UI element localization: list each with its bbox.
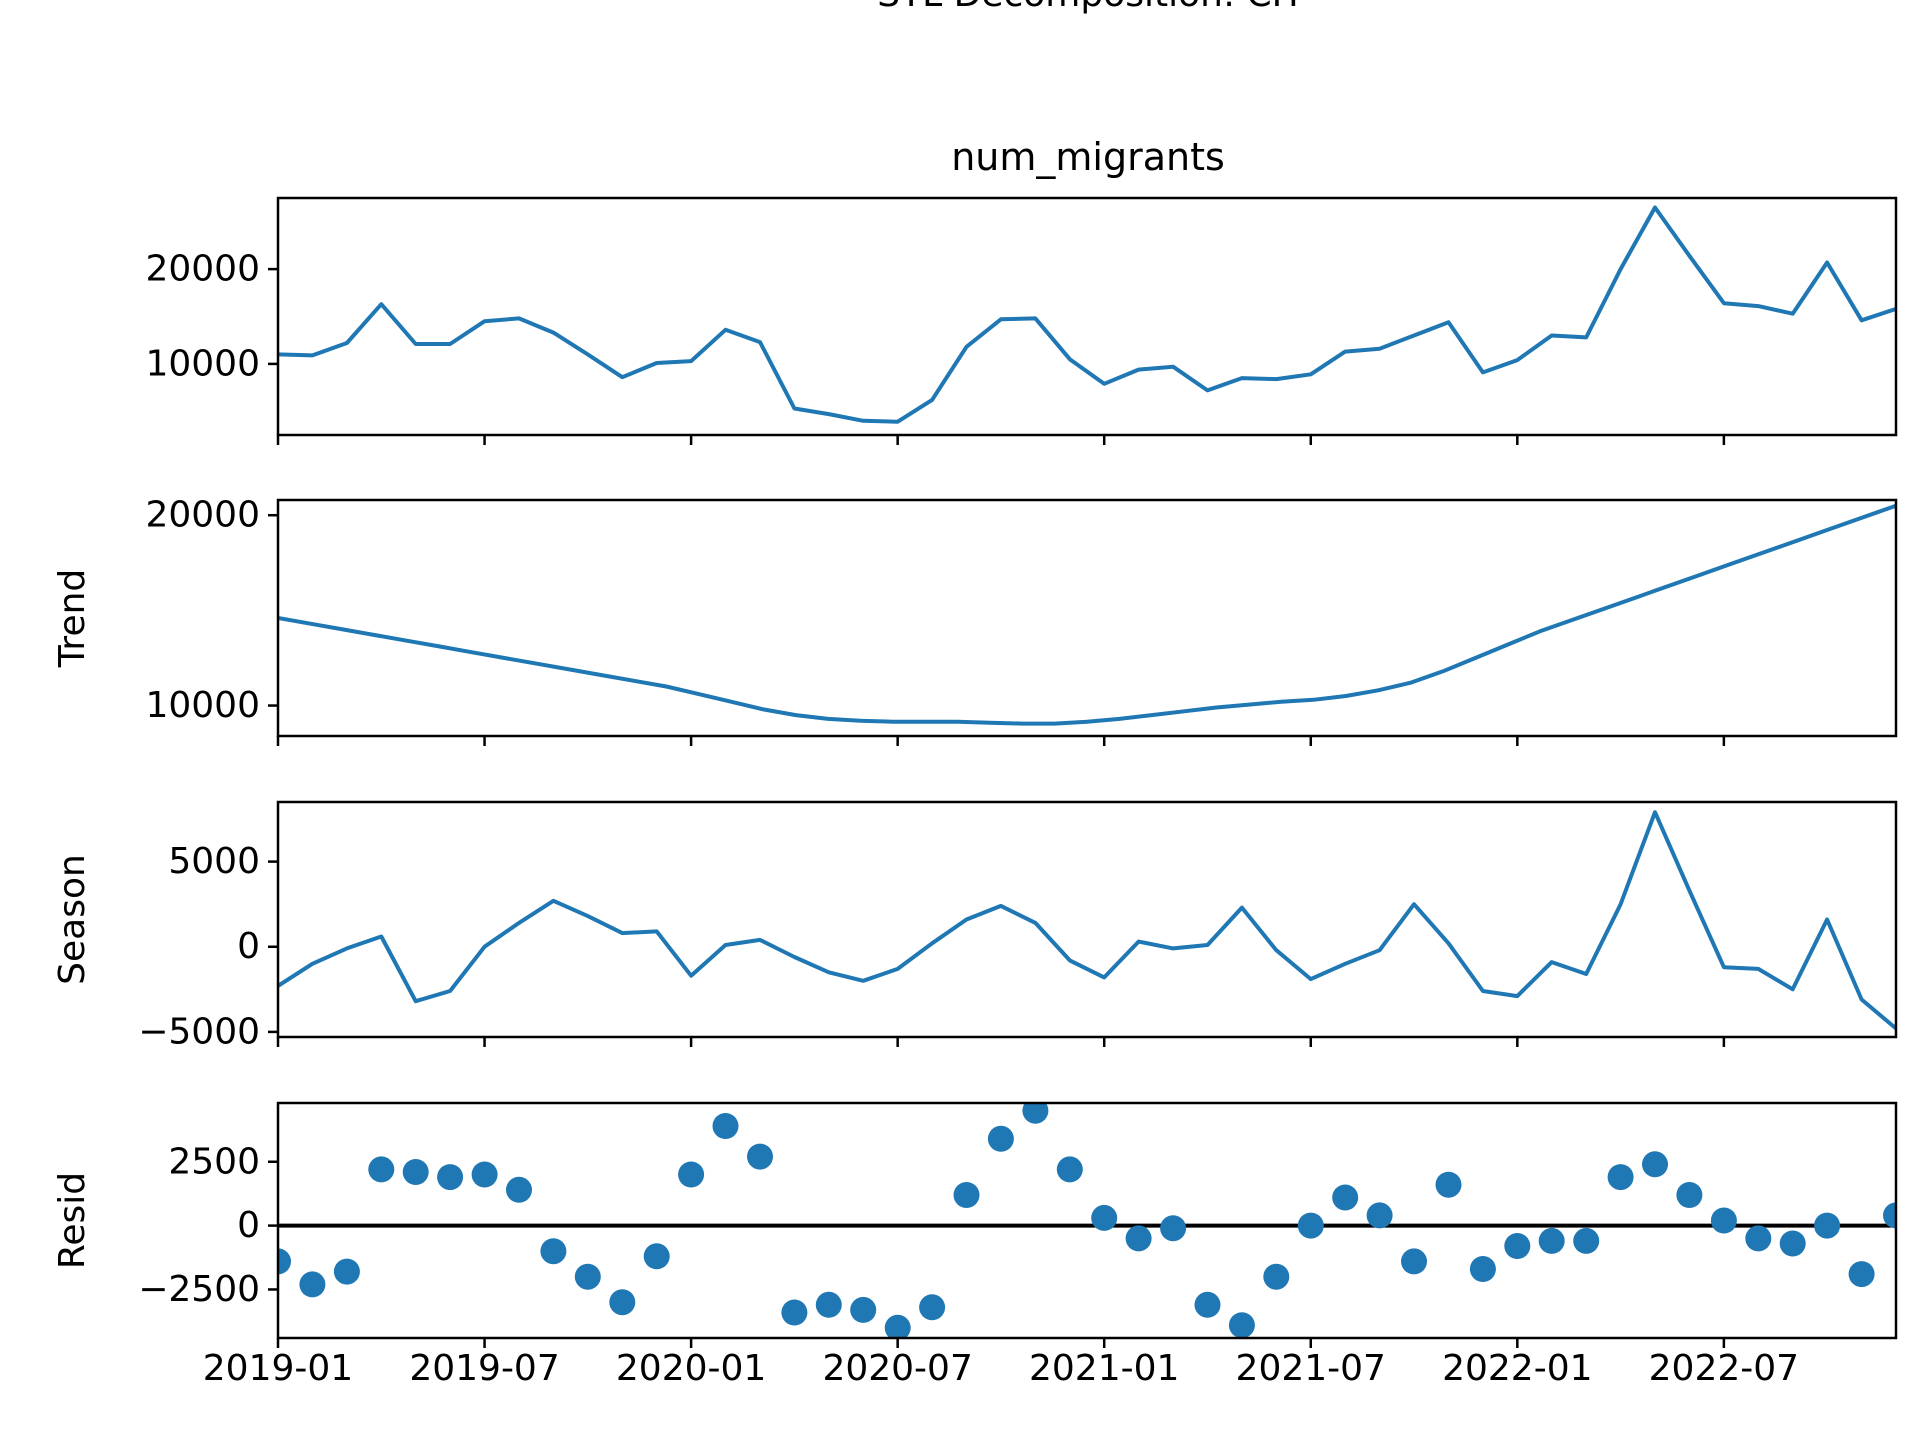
x-tick-label: 2022-01 bbox=[1442, 1348, 1592, 1389]
x-tick-label: 2019-07 bbox=[409, 1348, 559, 1389]
y-tick-label: 2500 bbox=[168, 1141, 260, 1182]
resid-point bbox=[678, 1161, 705, 1188]
resid-point bbox=[540, 1238, 567, 1265]
resid-point bbox=[368, 1156, 395, 1183]
resid-point bbox=[1573, 1227, 1600, 1254]
resid-point bbox=[1435, 1171, 1462, 1198]
resid-point bbox=[987, 1125, 1014, 1152]
y-tick-label: −2500 bbox=[138, 1269, 260, 1310]
resid-point bbox=[278, 1248, 291, 1275]
resid-point bbox=[712, 1113, 739, 1139]
y-tick-label: 5000 bbox=[168, 841, 260, 882]
resid-point bbox=[884, 1314, 911, 1338]
x-tick-label: 2021-07 bbox=[1236, 1348, 1386, 1389]
resid-point bbox=[1263, 1263, 1290, 1290]
y-tick-label: 10000 bbox=[145, 343, 260, 384]
resid-point bbox=[471, 1161, 498, 1188]
y-axis-label-trend: Trend bbox=[52, 569, 93, 669]
resid-point bbox=[643, 1243, 670, 1270]
resid-point bbox=[299, 1271, 326, 1298]
resid-point bbox=[1538, 1227, 1565, 1254]
resid-point bbox=[574, 1263, 601, 1290]
y-tick-label: 0 bbox=[237, 1205, 260, 1246]
resid-point bbox=[402, 1159, 429, 1185]
axes-frame-season bbox=[276, 800, 1898, 1039]
resid-point bbox=[1125, 1225, 1152, 1252]
resid-point bbox=[747, 1143, 773, 1170]
resid-point bbox=[1848, 1261, 1875, 1288]
resid-point bbox=[953, 1182, 980, 1208]
y-tick-label: 20000 bbox=[145, 249, 260, 290]
resid-point bbox=[1504, 1233, 1531, 1259]
resid-point bbox=[1297, 1212, 1324, 1239]
resid-point bbox=[1056, 1156, 1083, 1183]
plots-layer: 10000 20000 10000 20000 Trend −5000 0 5000 Seaso… bbox=[52, 196, 1898, 1389]
y-tick-label: 0 bbox=[237, 926, 260, 967]
resid-point bbox=[1883, 1202, 1896, 1229]
resid-point bbox=[1022, 1103, 1049, 1124]
resid-point bbox=[1332, 1184, 1359, 1211]
resid-point bbox=[1160, 1215, 1187, 1242]
resid-point bbox=[333, 1258, 360, 1285]
resid-point bbox=[1745, 1225, 1772, 1252]
resid-point bbox=[1228, 1312, 1255, 1338]
figure-suptitle: STL Decomposition: CH bbox=[877, 0, 1298, 15]
resid-point bbox=[1366, 1202, 1393, 1229]
y-tick-label: −5000 bbox=[138, 1011, 260, 1052]
axes-frame-trend bbox=[276, 498, 1898, 738]
series-line-season bbox=[278, 810, 1896, 1031]
resid-point bbox=[1607, 1164, 1634, 1191]
resid-point bbox=[850, 1296, 877, 1323]
x-tick-label: 2022-07 bbox=[1649, 1348, 1799, 1389]
axes-frame-observed bbox=[276, 196, 1898, 437]
resid-point bbox=[1642, 1151, 1668, 1178]
y-tick-label: 20000 bbox=[145, 495, 260, 536]
resid-point bbox=[1401, 1248, 1427, 1275]
x-tick-label: 2019-01 bbox=[203, 1348, 353, 1389]
resid-point bbox=[1194, 1291, 1221, 1318]
panel-title-observed: num_migrants bbox=[951, 135, 1225, 179]
resid-point bbox=[815, 1291, 842, 1318]
x-tick-label: 2020-01 bbox=[616, 1348, 766, 1389]
resid-point bbox=[919, 1294, 946, 1321]
series-line-observed bbox=[278, 205, 1896, 424]
y-tick-label: 10000 bbox=[145, 685, 260, 726]
resid-point bbox=[1779, 1230, 1806, 1257]
y-axis-label-season: Season bbox=[52, 854, 93, 985]
resid-point bbox=[609, 1289, 636, 1316]
x-tick-label: 2021-01 bbox=[1029, 1348, 1179, 1389]
resid-point bbox=[1469, 1256, 1496, 1282]
resid-point bbox=[1710, 1207, 1737, 1234]
resid-point bbox=[781, 1299, 808, 1326]
x-tick-label: 2020-07 bbox=[822, 1348, 972, 1389]
y-axis-label-resid: Resid bbox=[52, 1172, 93, 1269]
resid-point bbox=[1676, 1182, 1703, 1208]
resid-point bbox=[506, 1176, 532, 1203]
resid-point bbox=[1814, 1212, 1841, 1239]
axes-frame-resid bbox=[276, 1101, 1898, 1340]
series-line-trend bbox=[278, 503, 1896, 726]
resid-point bbox=[1091, 1204, 1118, 1231]
resid-point bbox=[437, 1164, 464, 1191]
